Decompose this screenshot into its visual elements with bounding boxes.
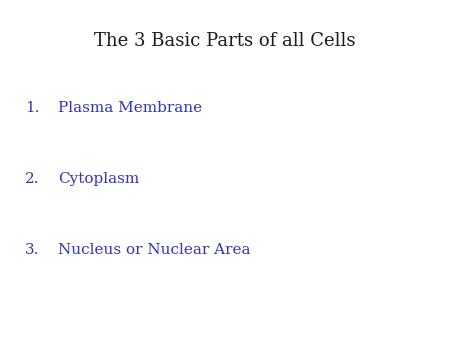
Text: 1.: 1.	[25, 101, 39, 115]
Text: Nucleus or Nuclear Area: Nucleus or Nuclear Area	[58, 243, 251, 257]
Text: The 3 Basic Parts of all Cells: The 3 Basic Parts of all Cells	[94, 31, 356, 50]
Text: 3.: 3.	[25, 243, 39, 257]
Text: 2.: 2.	[25, 172, 39, 186]
Text: Plasma Membrane: Plasma Membrane	[58, 101, 202, 115]
Text: Cytoplasm: Cytoplasm	[58, 172, 140, 186]
